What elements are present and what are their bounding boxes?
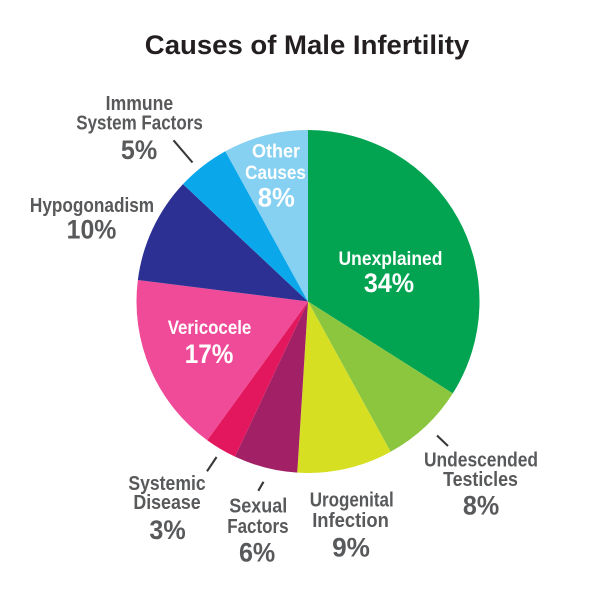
svg-text:Causes: Causes	[245, 162, 306, 183]
svg-text:8%: 8%	[258, 182, 295, 213]
svg-text:Urogenital: Urogenital	[310, 488, 394, 511]
svg-text:17%: 17%	[185, 340, 234, 369]
svg-text:Infection: Infection	[312, 510, 389, 532]
svg-text:Causes of Male Infertility: Causes of Male Infertility	[145, 29, 470, 60]
svg-text:Factors: Factors	[227, 514, 288, 537]
svg-text:8%: 8%	[463, 489, 499, 520]
svg-text:System Factors: System Factors	[76, 111, 203, 134]
svg-text:Disease: Disease	[133, 492, 200, 514]
svg-text:Other: Other	[252, 140, 300, 162]
svg-text:3%: 3%	[149, 514, 185, 545]
svg-text:Systemic: Systemic	[128, 472, 205, 494]
svg-text:10%: 10%	[67, 215, 117, 244]
svg-text:9%: 9%	[332, 532, 370, 562]
svg-text:Vericocele: Vericocele	[168, 317, 252, 338]
svg-text:Unexplained: Unexplained	[339, 247, 443, 269]
svg-text:5%: 5%	[121, 134, 157, 165]
svg-text:6%: 6%	[239, 536, 275, 567]
svg-text:34%: 34%	[364, 267, 414, 298]
svg-text:Undescended: Undescended	[424, 449, 538, 471]
svg-text:Testicles: Testicles	[443, 469, 518, 491]
svg-text:Immune: Immune	[106, 92, 173, 114]
svg-text:Hypogonadism: Hypogonadism	[30, 194, 154, 217]
svg-text:Sexual: Sexual	[229, 496, 287, 518]
